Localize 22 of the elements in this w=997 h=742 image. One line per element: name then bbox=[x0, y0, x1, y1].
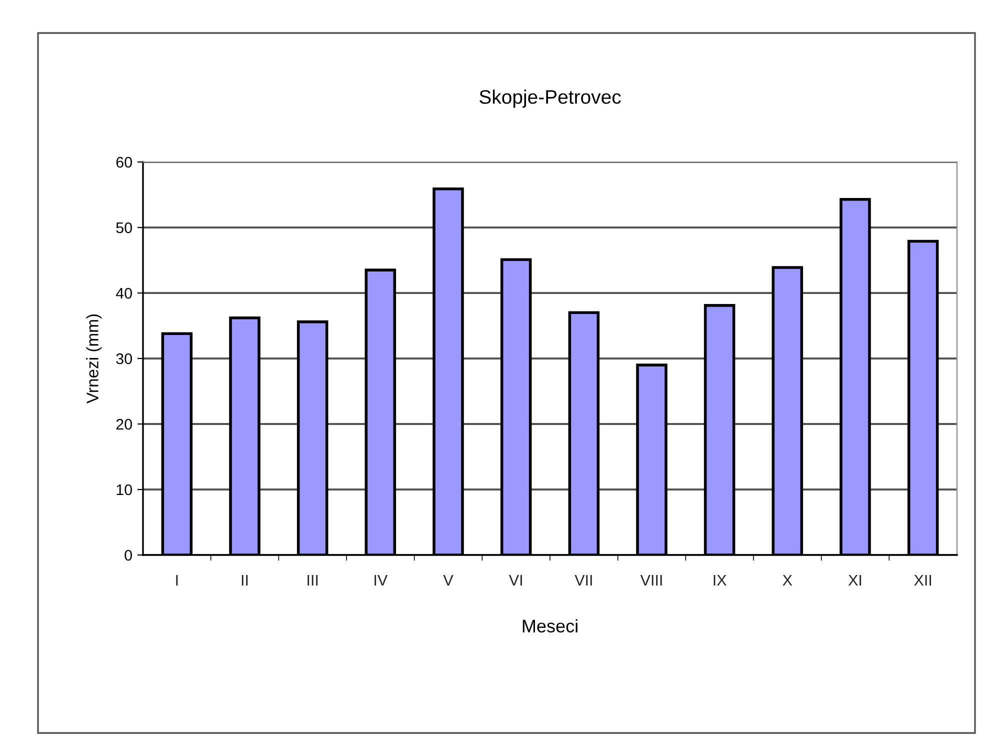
x-tick-label: X bbox=[782, 575, 792, 586]
y-tick-label: 0 bbox=[124, 550, 132, 561]
y-tick-label: 60 bbox=[116, 156, 132, 168]
y-tick-label: 30 bbox=[116, 353, 132, 364]
x-axis-title: Meseci bbox=[522, 619, 578, 633]
y-tick-label: 50 bbox=[116, 222, 132, 234]
x-tick-label: III bbox=[308, 575, 318, 586]
x-tick-label: II bbox=[242, 575, 248, 586]
x-tick-label: VII bbox=[574, 575, 592, 586]
y-tick-label: 20 bbox=[116, 418, 132, 430]
x-tick-label: IX bbox=[714, 575, 726, 586]
x-tick-label: VI bbox=[508, 575, 522, 586]
chart-title: Skopje-Petrovec bbox=[480, 90, 621, 108]
y-tick-label: 40 bbox=[116, 288, 132, 299]
x-tick-label: V bbox=[443, 575, 454, 586]
x-tick-label: XI bbox=[848, 575, 862, 586]
y-tick-label: 10 bbox=[116, 484, 132, 496]
x-tick-label: XII bbox=[914, 575, 932, 586]
x-tick-label: VIII bbox=[640, 575, 662, 586]
x-tick-label: I bbox=[176, 575, 178, 586]
y-axis-title: Vrnezi (mm) bbox=[86, 314, 102, 404]
x-tick-label: IV bbox=[374, 575, 388, 586]
